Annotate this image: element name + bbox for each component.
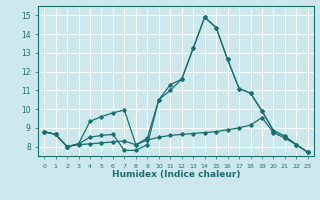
X-axis label: Humidex (Indice chaleur): Humidex (Indice chaleur) [112, 170, 240, 179]
